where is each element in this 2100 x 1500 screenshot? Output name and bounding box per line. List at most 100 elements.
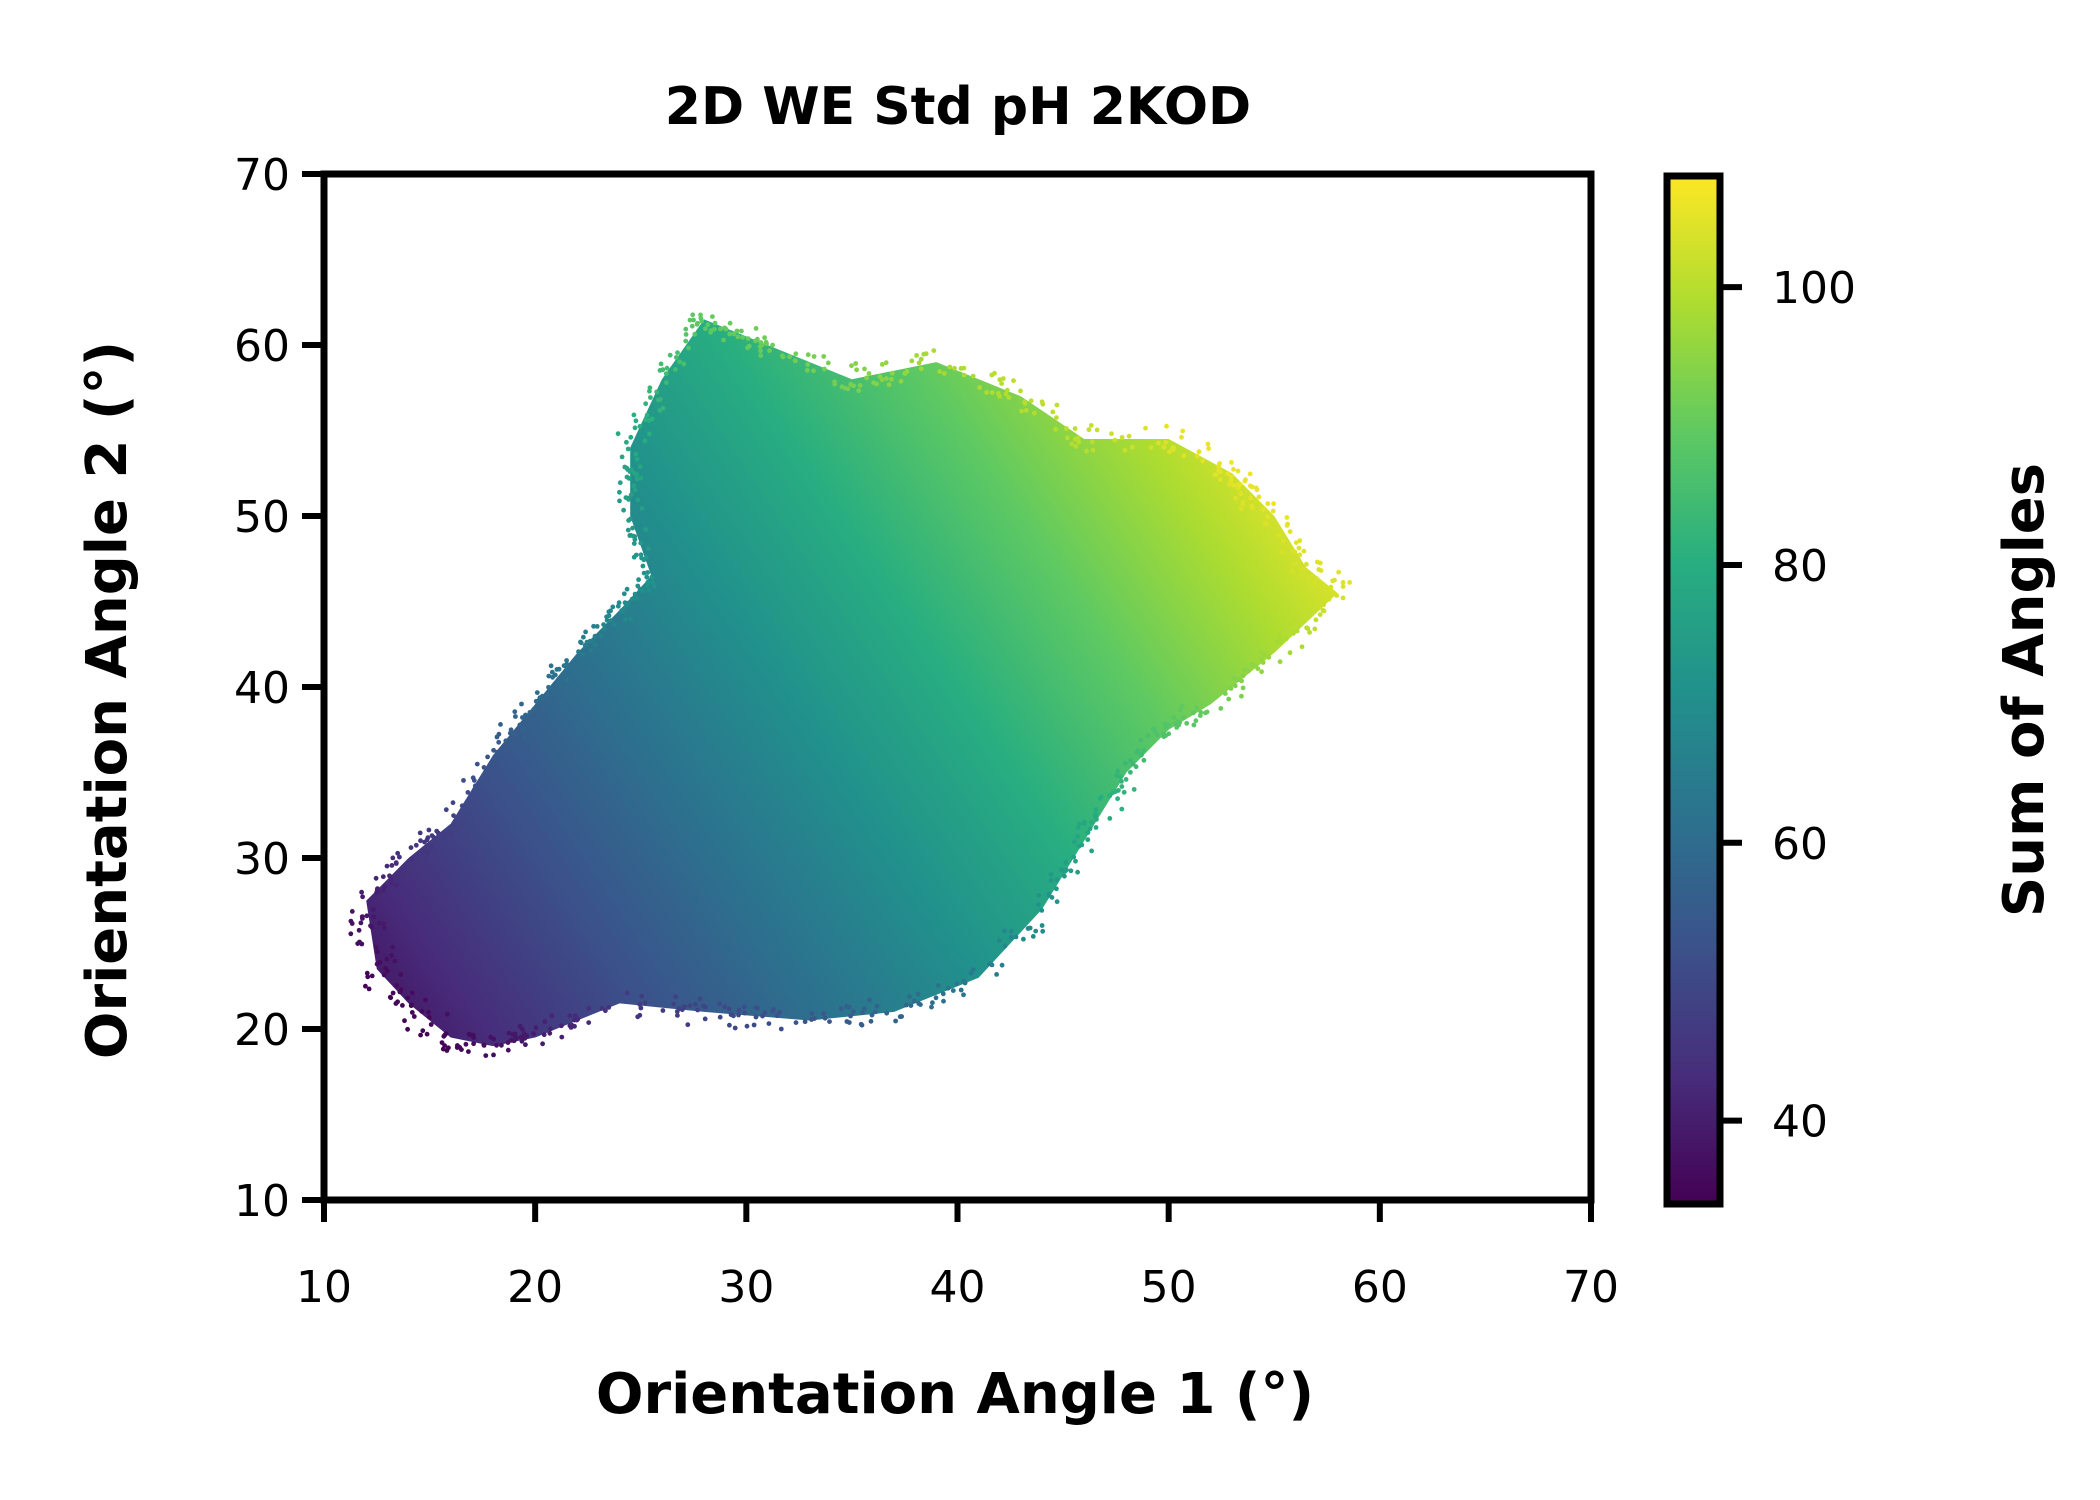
scatter-point: [691, 317, 696, 323]
scatter-point: [753, 326, 759, 331]
scatter-point: [588, 648, 594, 654]
scatter-point: [950, 988, 956, 993]
scatter-point: [903, 1002, 909, 1008]
scatter-point: [624, 439, 629, 445]
scatter-point: [1032, 410, 1037, 416]
scatter-point: [374, 889, 380, 895]
scatter-point: [634, 596, 639, 601]
scatter-point: [556, 666, 562, 672]
scatter-point: [1237, 481, 1243, 487]
scatter-point: [736, 1012, 741, 1018]
scatter-point: [1054, 877, 1060, 883]
scatter-point: [1336, 569, 1341, 575]
scatter-point: [1166, 722, 1172, 728]
scatter-point: [519, 1038, 525, 1044]
scatter-point: [686, 345, 691, 351]
scatter-point: [491, 756, 497, 761]
scatter-point: [427, 1014, 432, 1020]
scatter-point: [643, 527, 649, 532]
scatter-point: [1094, 427, 1100, 433]
scatter-point: [862, 1006, 867, 1012]
scatter-point: [548, 1026, 553, 1032]
scatter-point: [889, 376, 894, 382]
scatter-point: [419, 1009, 425, 1014]
scatter-point: [702, 1016, 708, 1022]
x-tick-label: 20: [507, 1262, 563, 1313]
scatter-point: [389, 863, 395, 868]
scatter-point: [356, 927, 362, 933]
scatter-point: [592, 633, 598, 639]
scatter-point: [1002, 928, 1007, 934]
scatter-point: [1317, 612, 1323, 617]
scatter-point: [534, 690, 540, 695]
scatter-point: [1191, 722, 1197, 728]
scatter-point: [947, 364, 953, 370]
x-tick-label: 60: [1352, 1262, 1408, 1313]
scatter-point: [977, 385, 983, 390]
scatter-point: [658, 361, 664, 367]
scatter-point: [705, 322, 711, 327]
scatter-point: [1163, 733, 1168, 739]
scatter-point: [742, 1010, 747, 1016]
point-cloud: [348, 312, 1352, 1058]
scatter-point: [1270, 508, 1276, 514]
scatter-point: [1023, 408, 1029, 413]
scatter-point: [369, 924, 375, 930]
scatter-point: [1134, 749, 1139, 755]
scatter-point: [586, 1005, 592, 1011]
y-tick-label: 10: [234, 1176, 290, 1227]
scatter-point: [1035, 902, 1041, 907]
scatter-point: [444, 1048, 450, 1053]
y-axis-ticks: 10 20 30 40 50 60 70: [234, 150, 324, 1227]
scatter-point: [398, 987, 404, 992]
scatter-point: [692, 331, 698, 337]
scatter-point: [1197, 713, 1203, 718]
scatter-point: [397, 854, 402, 860]
scatter-point: [1054, 886, 1059, 892]
scatter-point: [671, 1001, 676, 1007]
scatter-point: [893, 1018, 898, 1024]
scatter-point: [496, 739, 502, 745]
scatter-point: [884, 1010, 890, 1016]
scatter-point: [633, 418, 639, 424]
scatter-point: [491, 1052, 496, 1058]
scatter-point: [503, 747, 509, 753]
scatter-point: [442, 1043, 447, 1048]
scatter-point: [744, 1023, 750, 1029]
scatter-point: [763, 339, 769, 345]
scatter-point: [601, 622, 606, 627]
scatter-point: [989, 390, 995, 395]
scatter-point: [1065, 435, 1070, 441]
scatter-point: [1163, 439, 1169, 445]
scatter-point: [1203, 710, 1208, 716]
x-tick-label: 70: [1563, 1262, 1619, 1313]
scatter-point: [546, 684, 551, 690]
scatter-point: [1304, 561, 1309, 567]
scatter-point: [466, 1031, 472, 1037]
scatter-point: [793, 351, 799, 357]
scatter-point: [630, 525, 635, 531]
scatter-point: [513, 714, 518, 719]
scatter-point: [884, 376, 889, 381]
scatter-point: [1076, 439, 1082, 445]
scatter-point: [961, 372, 967, 378]
scatter-point: [1236, 677, 1242, 683]
scatter-point: [1340, 580, 1346, 585]
scatter-point: [734, 328, 740, 334]
scatter-point: [617, 480, 623, 486]
scatter-point: [617, 489, 622, 495]
scatter-point: [1076, 843, 1082, 849]
scatter-point: [1332, 577, 1337, 583]
scatter-point: [1069, 441, 1075, 447]
scatter-point: [717, 1001, 722, 1006]
scatter-point: [590, 638, 595, 644]
scatter-point: [542, 1019, 548, 1025]
scatter-point: [827, 1019, 832, 1024]
scatter-point: [594, 624, 600, 629]
scatter-point: [381, 972, 387, 978]
scatter-point: [703, 326, 708, 332]
scatter-point: [512, 709, 518, 715]
scatter-point: [348, 931, 354, 937]
scatter-point: [390, 990, 396, 996]
scatter-point: [1218, 706, 1224, 711]
